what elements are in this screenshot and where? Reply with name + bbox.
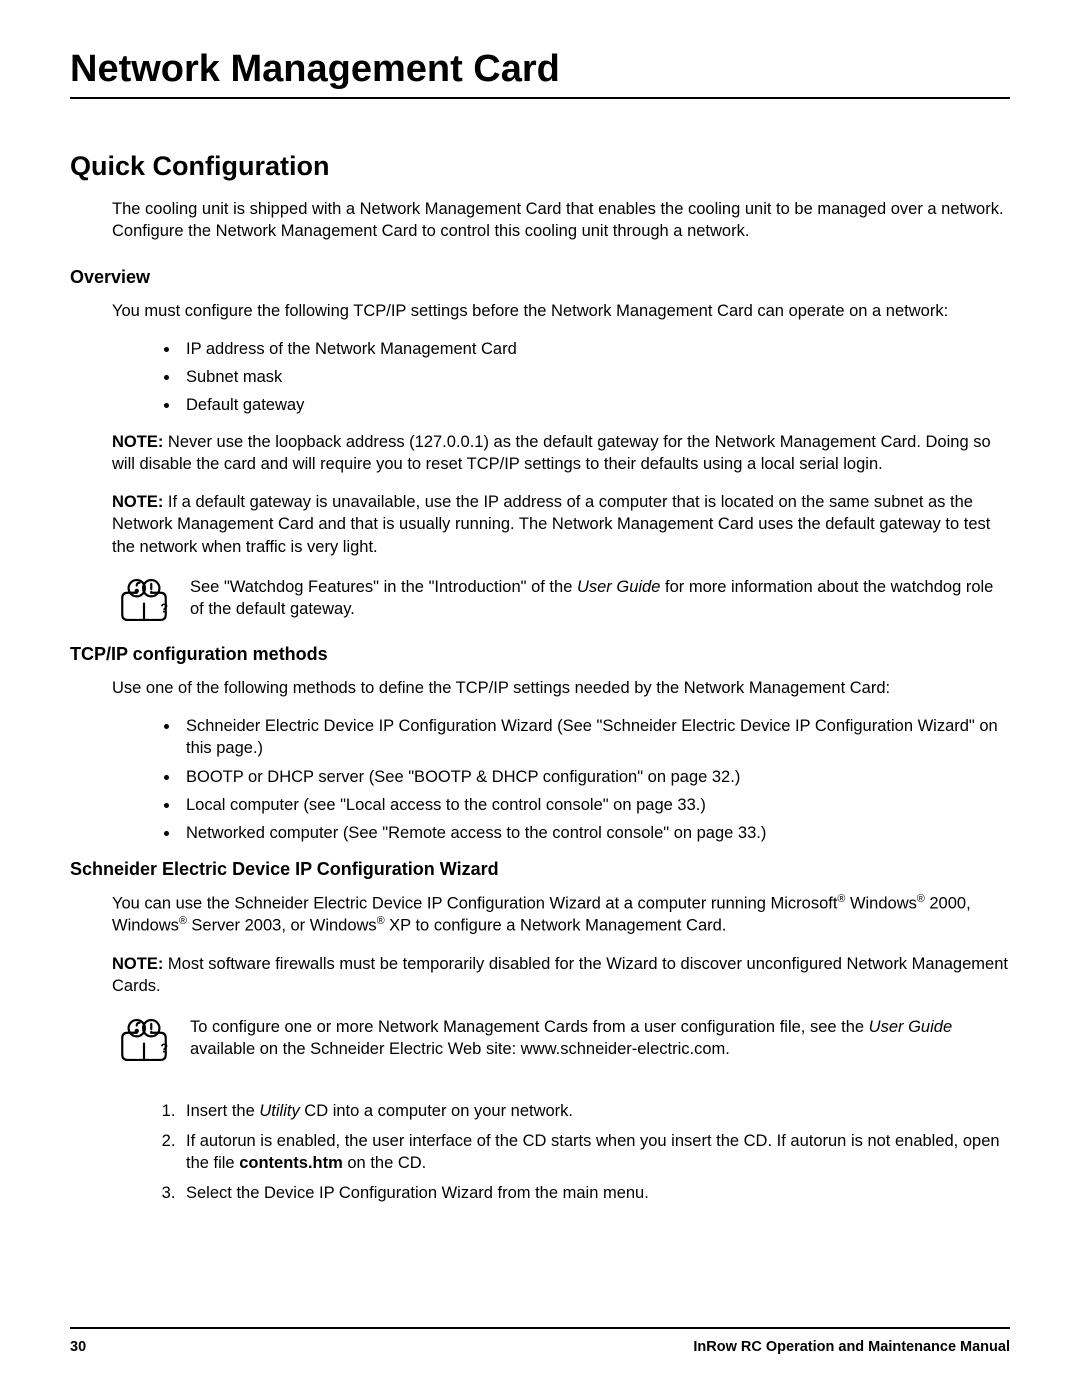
- note-body: Most software firewalls must be temporar…: [112, 955, 1008, 995]
- wizard-note: NOTE: Most software firewalls must be te…: [112, 953, 1010, 998]
- text-emphasis: Utility: [259, 1102, 299, 1120]
- text-run: XP to configure a Network Management Car…: [385, 917, 727, 935]
- note-label: NOTE:: [112, 433, 163, 451]
- list-item: Insert the Utility CD into a computer on…: [180, 1100, 1010, 1122]
- overview-bullets: IP address of the Network Management Car…: [180, 338, 1010, 417]
- text-emphasis: User Guide: [869, 1018, 952, 1036]
- wizard-steps: Insert the Utility CD into a computer on…: [180, 1100, 1010, 1205]
- overview-note-2: NOTE: If a default gateway is unavailabl…: [112, 491, 1010, 558]
- list-item: Subnet mask: [180, 366, 1010, 388]
- list-item: Default gateway: [180, 394, 1010, 416]
- text-post: available on the Schneider Electric Web …: [190, 1040, 730, 1058]
- note-body: If a default gateway is unavailable, use…: [112, 493, 990, 556]
- page-footer: 30 InRow RC Operation and Maintenance Ma…: [70, 1327, 1010, 1355]
- text-run: CD into a computer on your network.: [300, 1102, 573, 1120]
- list-item: Local computer (see "Local access to the…: [180, 794, 1010, 816]
- document-title: Network Management Card: [70, 48, 1010, 99]
- svg-text:?: ?: [160, 1041, 168, 1055]
- text-run: You can use the Schneider Electric Devic…: [112, 894, 837, 912]
- manual-reference-icon: ?: [112, 1014, 176, 1066]
- note-body: Never use the loopback address (127.0.0.…: [112, 433, 991, 473]
- registered-mark: ®: [917, 893, 925, 905]
- overview-heading: Overview: [70, 267, 1010, 288]
- text-emphasis: User Guide: [577, 578, 660, 596]
- tcpip-para: Use one of the following methods to defi…: [112, 677, 1010, 699]
- list-item: Networked computer (See "Remote access t…: [180, 822, 1010, 844]
- overview-note-1: NOTE: Never use the loopback address (12…: [112, 431, 1010, 476]
- text-pre: See "Watchdog Features" in the "Introduc…: [190, 578, 577, 596]
- userguide-note: ? To configure one or more Network Manag…: [112, 1014, 1010, 1066]
- note-text: To configure one or more Network Managem…: [190, 1014, 1010, 1061]
- note-text: See "Watchdog Features" in the "Introduc…: [190, 574, 1010, 621]
- page-number: 30: [70, 1339, 86, 1355]
- text-run: Server 2003, or Windows: [187, 917, 377, 935]
- wizard-para-1: You can use the Schneider Electric Devic…: [112, 892, 1010, 938]
- overview-para: You must configure the following TCP/IP …: [112, 300, 1010, 322]
- manual-title: InRow RC Operation and Maintenance Manua…: [693, 1339, 1010, 1355]
- list-item: Select the Device IP Configuration Wizar…: [180, 1182, 1010, 1204]
- tcpip-bullets: Schneider Electric Device IP Configurati…: [180, 715, 1010, 844]
- tcpip-heading: TCP/IP configuration methods: [70, 644, 1010, 665]
- wizard-heading: Schneider Electric Device IP Configurati…: [70, 859, 1010, 880]
- list-item: Schneider Electric Device IP Configurati…: [180, 715, 1010, 760]
- manual-reference-icon: ?: [112, 574, 176, 626]
- registered-mark: ®: [179, 915, 187, 927]
- text-run: Insert the: [186, 1102, 259, 1120]
- list-item: If autorun is enabled, the user interfac…: [180, 1130, 1010, 1175]
- text-run: on the CD.: [343, 1154, 426, 1172]
- text-run: Windows: [845, 894, 917, 912]
- note-label: NOTE:: [112, 955, 163, 973]
- registered-mark: ®: [377, 915, 385, 927]
- text-strong: contents.htm: [239, 1154, 343, 1172]
- note-label: NOTE:: [112, 493, 163, 511]
- watchdog-note: ? See "Watchdog Features" in the "Introd…: [112, 574, 1010, 626]
- text-pre: To configure one or more Network Managem…: [190, 1018, 869, 1036]
- list-item: IP address of the Network Management Car…: [180, 338, 1010, 360]
- list-item: BOOTP or DHCP server (See "BOOTP & DHCP …: [180, 766, 1010, 788]
- intro-paragraph: The cooling unit is shipped with a Netwo…: [112, 198, 1010, 243]
- svg-text:?: ?: [160, 602, 168, 616]
- section-heading: Quick Configuration: [70, 151, 1010, 182]
